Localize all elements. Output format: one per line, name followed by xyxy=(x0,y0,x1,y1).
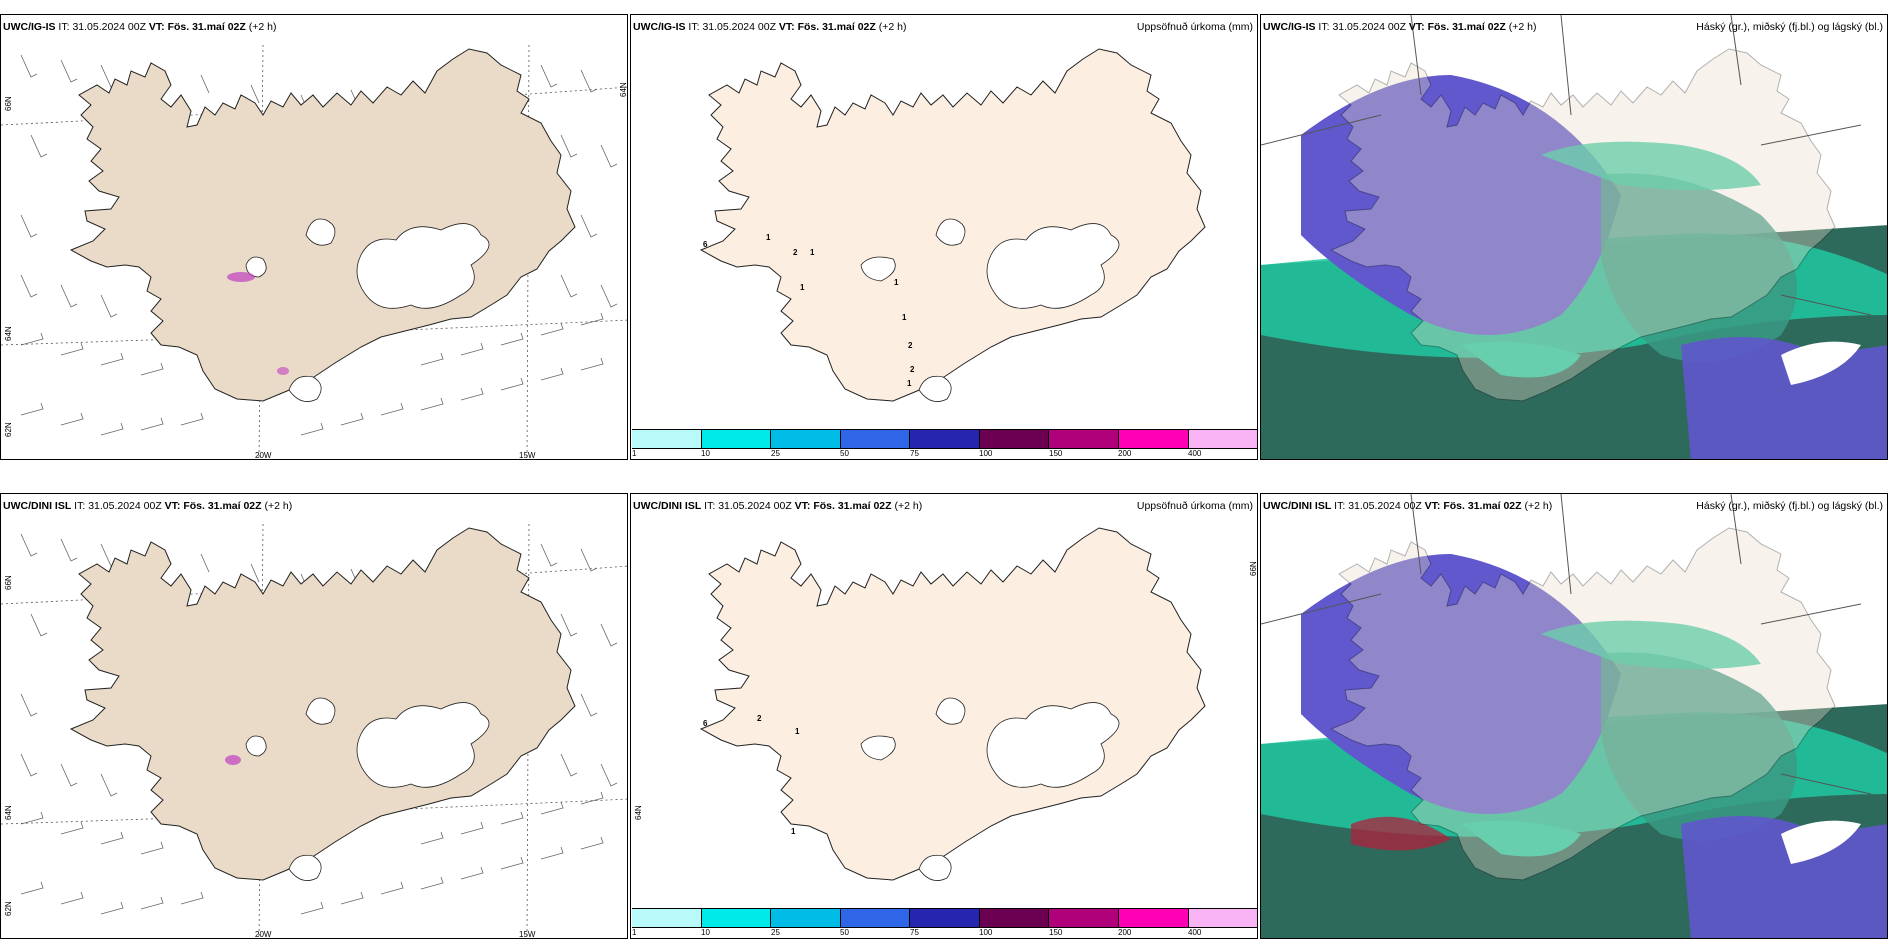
precip-map xyxy=(700,527,1206,881)
panel-title: UWC/DINI ISL IT: 31.05.2024 00Z VT: Fös.… xyxy=(1263,500,1553,512)
panel-title: UWC/IG-IS IT: 31.05.2024 00Z VT: Fös. 31… xyxy=(633,21,907,33)
colorbar-tick: 10 xyxy=(701,928,710,937)
precip-title: Uppsöfnuð úrkoma (mm) xyxy=(1136,21,1253,33)
cloud-map-panel-bottom: UWC/DINI ISL IT: 31.05.2024 00Z VT: Fös.… xyxy=(1260,493,1888,939)
cloud-title: Háský (gr.), miðský (fj.bl.) og lágský (… xyxy=(1696,21,1883,33)
wind-map xyxy=(1,44,627,459)
precip-amount: 6 xyxy=(703,719,708,728)
colorbar-segment xyxy=(771,430,841,448)
precip-amount: 2 xyxy=(910,365,915,374)
colorbar-tick: 25 xyxy=(771,449,780,458)
panel-title: UWC/IG-IS IT: 31.05.2024 00Z VT: Fös. 31… xyxy=(3,21,277,33)
precip-amount: 1 xyxy=(791,827,796,836)
colorbar-segment xyxy=(910,909,980,927)
precip-map-panel-top: UWC/IG-IS IT: 31.05.2024 00Z VT: Fös. 31… xyxy=(630,14,1258,460)
lon-label: 15W xyxy=(519,930,536,939)
lat-label: 66N xyxy=(4,96,13,111)
colorbar-tick: 150 xyxy=(1049,449,1063,458)
colorbar-tick: 25 xyxy=(771,928,780,937)
cloud-map-panel-top: UWC/IG-IS IT: 31.05.2024 00Z VT: Fös. 31… xyxy=(1260,14,1888,460)
lat-label: 66N xyxy=(4,575,13,590)
lat-label: 66N xyxy=(1249,561,1258,576)
colorbar-tick: 150 xyxy=(1049,928,1063,937)
colorbar-segment xyxy=(632,430,702,448)
colorbar-segment xyxy=(1118,909,1189,927)
colorbar-segment xyxy=(771,909,841,927)
lat-label: 64N xyxy=(4,805,13,820)
precip-amount: 2 xyxy=(908,341,913,350)
lat-label: 64N xyxy=(4,326,13,341)
precip-amount: 1 xyxy=(902,313,907,322)
wind-map-panel-top: UWC/IG-IS IT: 31.05.2024 00Z VT: Fös. 31… xyxy=(0,14,628,460)
colorbar-tick: 400 xyxy=(1188,928,1202,937)
cloud-map xyxy=(1261,15,1887,459)
precip-amount: 2 xyxy=(793,248,798,257)
lon-label: 20W xyxy=(255,451,272,460)
precip-colorbar xyxy=(632,908,1257,928)
colorbar-tick: 200 xyxy=(1118,928,1132,937)
colorbar-segment xyxy=(979,909,1050,927)
precip-amount: 1 xyxy=(795,727,800,736)
colorbar-segment xyxy=(1118,430,1189,448)
colorbar-segment xyxy=(840,430,911,448)
colorbar-segment xyxy=(632,909,702,927)
colorbar-tick: 100 xyxy=(979,928,993,937)
colorbar-segment xyxy=(1049,430,1119,448)
lat-label: 62N xyxy=(4,901,13,916)
lat-label: 64N xyxy=(634,805,643,820)
colorbar-ticks: 1 10 25 50 75 100 150 200 400 xyxy=(632,928,1257,938)
colorbar-segment xyxy=(1188,909,1257,927)
cloud-map xyxy=(1261,494,1887,938)
precip-amount: 1 xyxy=(800,283,805,292)
precip-amount: 1 xyxy=(766,233,771,242)
precip-map xyxy=(700,48,1206,402)
colorbar-segment xyxy=(979,430,1050,448)
panel-title: UWC/DINI ISL IT: 31.05.2024 00Z VT: Fös.… xyxy=(3,500,293,512)
precip-amount: 1 xyxy=(894,278,899,287)
lon-label: 15W xyxy=(519,451,536,460)
colorbar-segment xyxy=(701,430,772,448)
colorbar-tick: 75 xyxy=(910,449,919,458)
colorbar-tick: 200 xyxy=(1118,449,1132,458)
colorbar-tick: 75 xyxy=(910,928,919,937)
panel-title: UWC/DINI ISL IT: 31.05.2024 00Z VT: Fös.… xyxy=(633,500,923,512)
colorbar-segment xyxy=(910,430,980,448)
colorbar-segment xyxy=(840,909,911,927)
panel-title: UWC/IG-IS IT: 31.05.2024 00Z VT: Fös. 31… xyxy=(1263,21,1537,33)
wind-map xyxy=(1,523,627,938)
precip-amount: 1 xyxy=(907,379,912,388)
colorbar-tick: 1 xyxy=(632,928,637,937)
colorbar-tick: 50 xyxy=(840,449,849,458)
colorbar-segment xyxy=(1049,909,1119,927)
wind-map-panel-bottom: UWC/DINI ISL IT: 31.05.2024 00Z VT: Fös.… xyxy=(0,493,628,939)
precip-amount: 6 xyxy=(703,240,708,249)
colorbar-tick: 10 xyxy=(701,449,710,458)
lon-label: 20W xyxy=(255,930,272,939)
colorbar-tick: 400 xyxy=(1188,449,1202,458)
colorbar-segment xyxy=(701,909,772,927)
precip-amount: 1 xyxy=(810,248,815,257)
colorbar-segment xyxy=(1188,430,1257,448)
colorbar-tick: 1 xyxy=(632,449,637,458)
colorbar-tick: 100 xyxy=(979,449,993,458)
lat-label: 64N xyxy=(619,82,628,97)
colorbar-ticks: 1 10 25 50 75 100 150 200 400 xyxy=(632,449,1257,459)
precip-amount: 2 xyxy=(757,714,762,723)
cloud-title: Háský (gr.), miðský (fj.bl.) og lágský (… xyxy=(1696,500,1883,512)
precip-map-panel-bottom: UWC/DINI ISL IT: 31.05.2024 00Z VT: Fös.… xyxy=(630,493,1258,939)
precip-colorbar xyxy=(632,429,1257,449)
colorbar-tick: 50 xyxy=(840,928,849,937)
lat-label: 62N xyxy=(4,422,13,437)
precip-title: Uppsöfnuð úrkoma (mm) xyxy=(1136,500,1253,512)
